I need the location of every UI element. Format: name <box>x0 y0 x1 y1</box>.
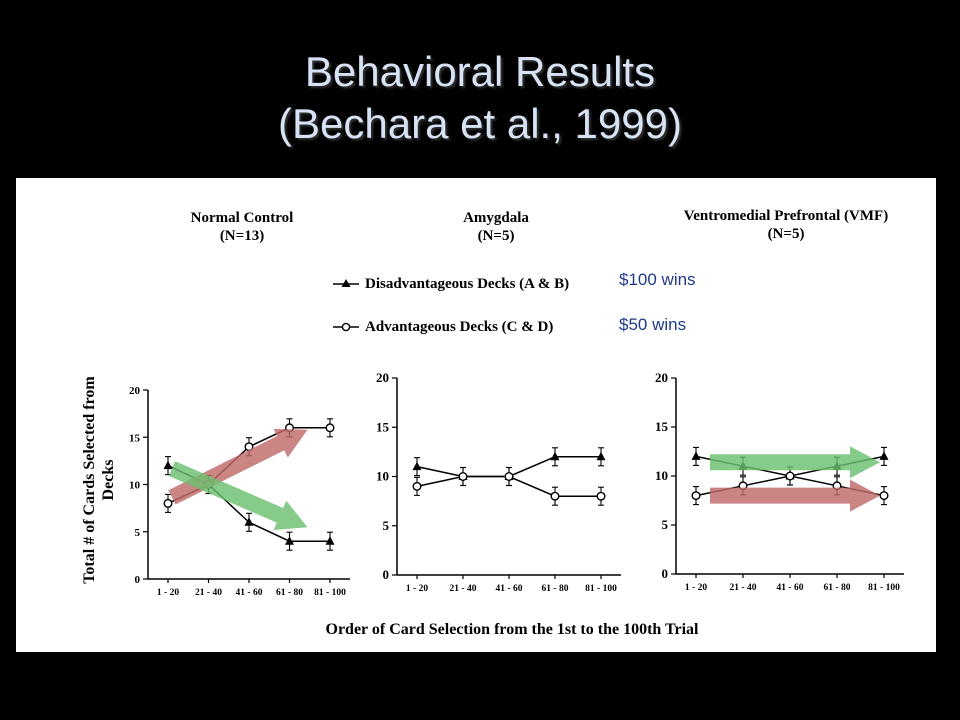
figure-panel: Normal Control (N=13) Amygdala (N=5) Ven… <box>16 178 936 652</box>
y-axis-label-line1: Total # of Cards Selected from <box>81 376 98 584</box>
red-arrow-vmf <box>710 479 880 512</box>
chart-3-x-tick-label: 1 - 20 <box>685 583 707 593</box>
chart-1-y-tick-label: 5 <box>135 527 141 539</box>
chart-2-y-tick-label: 15 <box>376 419 390 434</box>
chart-2-x-tick-label: 21 - 40 <box>450 584 477 594</box>
chart-3-x-tick-label: 41 - 60 <box>777 583 804 593</box>
data-point-triangle <box>285 536 294 545</box>
chart-2-title-line1: Amygdala <box>463 210 529 226</box>
data-point-triangle <box>691 451 701 460</box>
chart-2-y-tick-label: 10 <box>376 469 389 484</box>
chart-3-y-tick-label: 15 <box>655 419 669 434</box>
chart-1-title-line1: Normal Control <box>191 210 294 226</box>
chart-3-y-tick-label: 20 <box>655 370 668 385</box>
data-point-triangle <box>879 451 889 460</box>
chart-2-x-tick-label: 81 - 100 <box>585 584 617 594</box>
chart-1-y-tick-label: 10 <box>129 480 141 492</box>
chart-2-title-line2: (N=5) <box>478 228 515 244</box>
chart-3-title-line2: (N=5) <box>768 226 805 242</box>
chart-1-x-tick-label: 21 - 40 <box>195 588 222 598</box>
chart-2: 0 5 10 15 20 1 - 20 21 - 40 41 - 60 61 - 80 81 - … <box>376 370 621 594</box>
data-point-circle <box>879 491 889 501</box>
chart-2-x-tick-label: 41 - 60 <box>496 584 523 594</box>
chart-1-title-line2: (N=13) <box>220 228 264 244</box>
chart-3: 0 5 10 15 20 1 - 20 21 - 40 41 - 60 61 - 80 81 - … <box>655 370 904 593</box>
data-point-circle <box>325 423 335 433</box>
data-point-circle <box>163 498 173 508</box>
chart-3-x-tick-label: 61 - 80 <box>824 583 851 593</box>
chart-2-y-tick-label: 0 <box>383 567 390 582</box>
data-point-circle <box>691 491 701 501</box>
y-axis-label-line2: Decks <box>100 460 117 501</box>
chart-2-x-tick-label: 61 - 80 <box>542 584 569 594</box>
slide-title-line1: Behavioral Results <box>304 48 656 95</box>
chart-1-x-tick-label: 1 - 20 <box>157 588 179 598</box>
green-arrow-vmf <box>710 446 880 479</box>
chart-1-y-tick-label: 20 <box>129 385 141 397</box>
data-point-circle <box>412 481 422 491</box>
slide-title: Behavioral Results (Bechara et al., 1999… <box>0 46 960 150</box>
chart-3-x-tick-label: 81 - 100 <box>868 583 900 593</box>
chart-2-y-tick-label: 20 <box>376 370 389 385</box>
x-axis-label: Order of Card Selection from the 1st to … <box>326 621 700 638</box>
green-arrow-normal-control <box>168 461 308 530</box>
chart-1-y-tick-label: 0 <box>135 574 141 586</box>
legend-triangle-marker <box>341 279 351 287</box>
data-point-triangle <box>596 451 606 461</box>
data-point-triangle <box>550 451 560 461</box>
legend-advantageous-label: Advantageous Decks (C & D) <box>365 319 553 335</box>
data-point-triangle <box>163 460 173 470</box>
data-point-triangle <box>244 517 254 526</box>
chart-3-y-tick-label: 0 <box>662 566 669 581</box>
arrows-group <box>168 428 880 530</box>
chart-3-title-line1: Ventromedial Prefrontal (VMF) <box>684 208 888 224</box>
data-point-circle <box>458 472 468 482</box>
legend-disadvantageous-label: Disadvantageous Decks (A & B) <box>365 276 569 292</box>
chart-3-y-tick-label: 5 <box>662 517 669 532</box>
data-point-triangle <box>412 461 422 471</box>
chart-1-x-tick-label: 81 - 100 <box>314 588 346 598</box>
advantageous-note: $50 wins <box>619 315 686 334</box>
chart-3-y-tick-label: 10 <box>655 468 668 483</box>
chart-2-x-tick-label: 1 - 20 <box>406 584 428 594</box>
chart-1-x-tick-label: 61 - 80 <box>276 588 303 598</box>
data-point-circle <box>550 491 560 501</box>
chart-1-x-tick-label: 41 - 60 <box>236 588 263 598</box>
data-point-circle <box>785 471 795 481</box>
data-point-circle <box>504 472 514 482</box>
legend: Disadvantageous Decks (A & B) Advantageo… <box>333 276 569 335</box>
chart-1-y-tick-label: 15 <box>129 432 141 444</box>
chart-2-y-tick-label: 5 <box>383 518 390 533</box>
charts-group: 0 5 10 15 20 1 - 20 21 - 40 41 - 60 61 - 80 81 - … <box>129 370 904 598</box>
chart-3-x-tick-label: 21 - 40 <box>730 583 757 593</box>
data-point-triangle <box>325 536 335 545</box>
disadvantageous-note: $100 wins <box>619 270 696 289</box>
figure-svg: Normal Control (N=13) Amygdala (N=5) Ven… <box>81 208 904 638</box>
data-point-circle <box>596 491 606 501</box>
legend-circle-marker <box>341 322 351 332</box>
slide-title-line2: (Bechara et al., 1999) <box>278 100 682 147</box>
